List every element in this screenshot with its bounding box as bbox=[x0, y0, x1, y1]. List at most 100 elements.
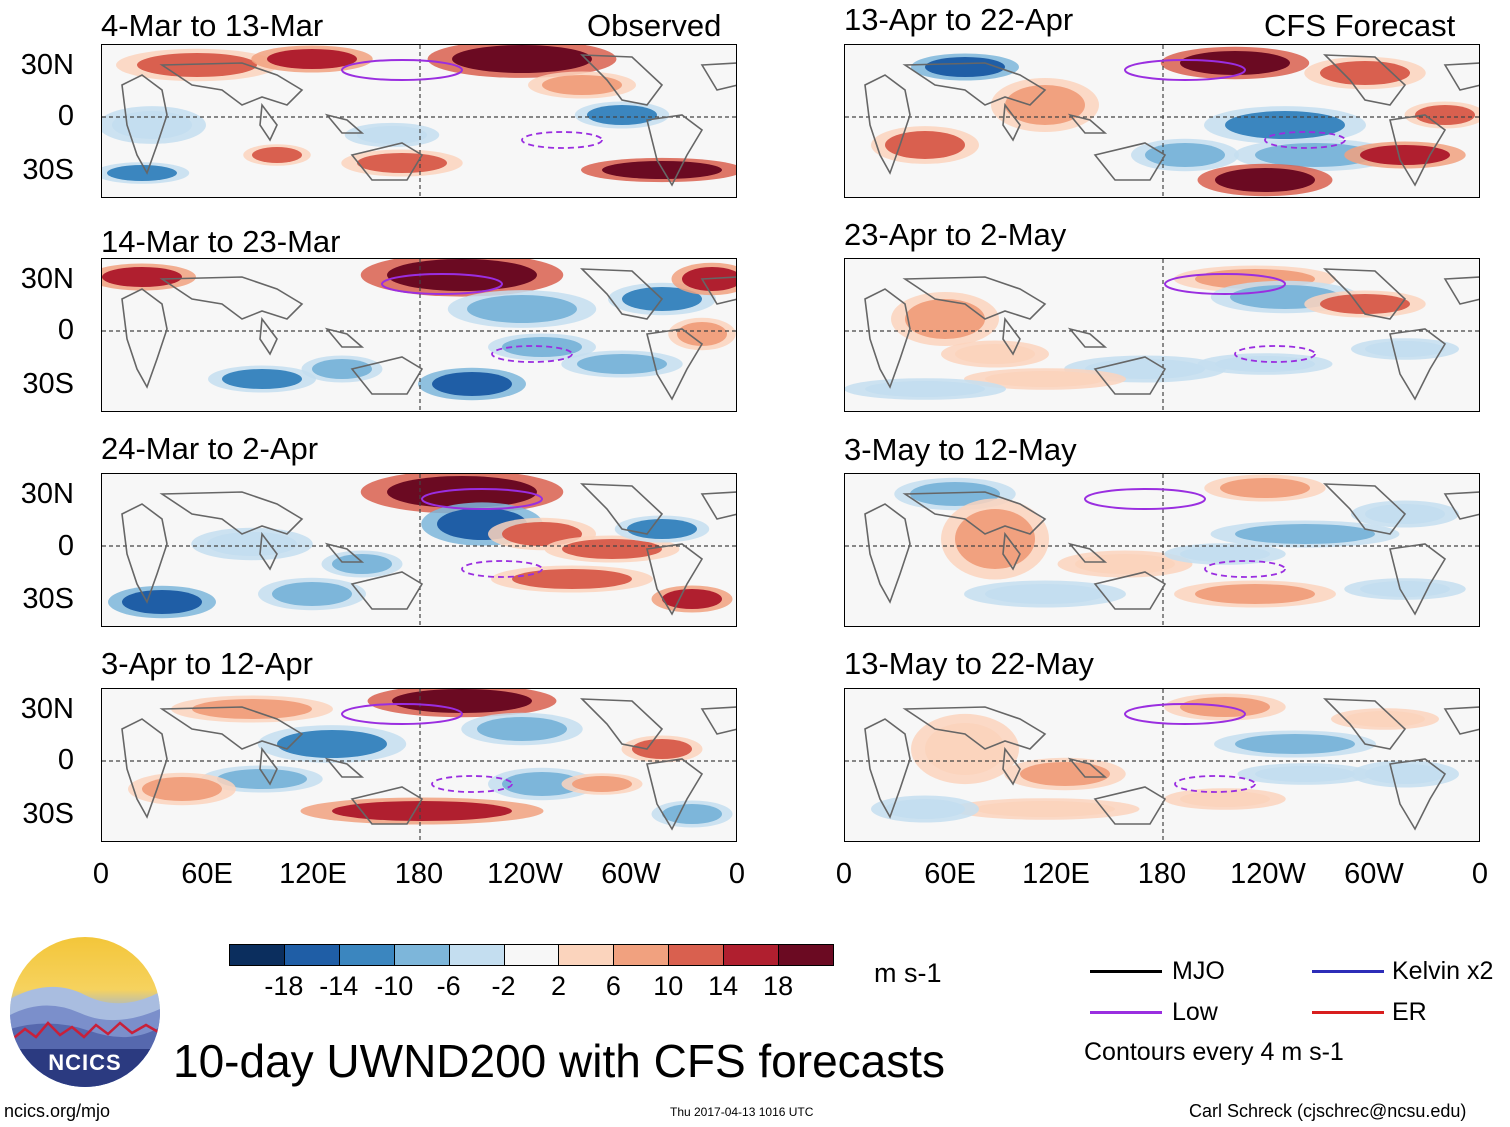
coastline bbox=[1389, 758, 1447, 831]
lon-label: 180 bbox=[394, 858, 444, 890]
anomaly-core bbox=[865, 381, 985, 397]
anomaly-core bbox=[1005, 85, 1085, 125]
panel-title-obs-2: 14-Mar to 23-Mar bbox=[101, 224, 341, 259]
lon-label: 60W bbox=[1344, 858, 1404, 890]
colorbar-tick-label: 14 bbox=[708, 971, 739, 1001]
lon-label: 0 bbox=[1471, 858, 1489, 890]
anomaly-core bbox=[1180, 791, 1270, 807]
lon-label: 120W bbox=[487, 858, 563, 890]
colorbar-tick-label: 10 bbox=[653, 971, 684, 1001]
coastline bbox=[259, 316, 278, 356]
coastline bbox=[864, 74, 911, 175]
anomaly-core bbox=[357, 126, 427, 144]
coastline bbox=[1443, 491, 1479, 520]
anomaly-core bbox=[277, 730, 387, 758]
colorbar-swatch bbox=[778, 944, 834, 966]
lon-label: 120W bbox=[1230, 858, 1306, 890]
coastline bbox=[902, 62, 1047, 106]
anomaly-core bbox=[452, 45, 592, 73]
coastline bbox=[324, 327, 365, 348]
anomaly-core bbox=[432, 372, 512, 396]
legend-swatch-er bbox=[1312, 1011, 1384, 1014]
panel-title-obs-4: 3-Apr to 12-Apr bbox=[101, 646, 313, 681]
anomaly-core bbox=[142, 777, 222, 801]
legend-label-low: Low bbox=[1172, 998, 1218, 1026]
low-contour bbox=[341, 703, 463, 725]
anomaly-core bbox=[975, 801, 1115, 817]
coastline bbox=[259, 531, 278, 571]
coastline bbox=[700, 491, 736, 520]
logo-text: NCICS bbox=[48, 1050, 122, 1075]
lat-label-30s: 30S bbox=[22, 368, 74, 400]
coastline bbox=[121, 288, 168, 389]
map-panel-fc-4 bbox=[844, 688, 1480, 842]
anomaly-core bbox=[1320, 61, 1410, 85]
low-contour-dashed bbox=[461, 560, 543, 578]
colorbar-swatch bbox=[393, 944, 450, 966]
lat-label-30s: 30S bbox=[22, 798, 74, 830]
coastline bbox=[1067, 542, 1108, 563]
anomaly-core bbox=[1360, 145, 1450, 165]
lat-label-eq: 0 bbox=[57, 314, 74, 346]
colorbar bbox=[229, 944, 834, 966]
low-contour bbox=[1124, 703, 1246, 725]
colorbar-swatch bbox=[338, 944, 395, 966]
ncics-logo: NCICS bbox=[10, 937, 160, 1087]
coastline bbox=[324, 757, 365, 778]
coastline bbox=[700, 62, 736, 91]
low-contour bbox=[1084, 488, 1206, 510]
anomaly-core bbox=[662, 804, 722, 824]
anomaly-core bbox=[1020, 762, 1110, 786]
coastline bbox=[1093, 356, 1167, 395]
contour-note: Contours every 4 m s-1 bbox=[1084, 1038, 1344, 1066]
anomaly-core bbox=[1220, 478, 1310, 498]
low-contour bbox=[1124, 59, 1246, 81]
coastline bbox=[902, 706, 1047, 750]
coastline bbox=[646, 114, 704, 187]
footer-timestamp: Thu 2017-04-13 1016 UTC bbox=[670, 1105, 814, 1119]
anomaly-core bbox=[1235, 734, 1355, 754]
anomaly-core bbox=[122, 590, 202, 614]
panel-title-obs-1: 4-Mar to 13-Mar bbox=[101, 8, 324, 43]
anomaly-core bbox=[925, 57, 1005, 77]
anomaly-core bbox=[1415, 105, 1475, 125]
low-contour-dashed bbox=[1204, 560, 1286, 578]
lat-label-30s: 30S bbox=[22, 154, 74, 186]
anomaly-core bbox=[272, 582, 352, 606]
coastline bbox=[1443, 276, 1479, 305]
colorbar-swatch bbox=[229, 944, 285, 966]
lon-label: 0 bbox=[835, 858, 853, 890]
map-panel-obs-1 bbox=[101, 44, 737, 198]
coastline bbox=[1322, 268, 1407, 320]
anomaly-field bbox=[845, 259, 1479, 411]
lat-label-30n: 30N bbox=[20, 263, 74, 295]
coastline bbox=[259, 746, 278, 786]
anomaly-core bbox=[502, 772, 582, 796]
anomaly-core bbox=[572, 776, 632, 792]
coastline bbox=[646, 543, 704, 616]
anomaly-core bbox=[885, 799, 965, 819]
low-contour bbox=[1164, 273, 1286, 295]
anomaly-core bbox=[1180, 51, 1290, 75]
low-contour-dashed bbox=[491, 345, 573, 363]
anomaly-core bbox=[632, 739, 692, 759]
anomaly-field bbox=[102, 45, 736, 197]
colorbar-tick-label: -14 bbox=[319, 971, 359, 1001]
panel-title-fc-3: 3-May to 12-May bbox=[844, 432, 1077, 467]
anomaly-core bbox=[252, 147, 302, 163]
lat-label-30n: 30N bbox=[20, 49, 74, 81]
anomaly-core bbox=[332, 554, 392, 574]
colorbar-swatch bbox=[283, 944, 340, 966]
anomaly-core bbox=[512, 569, 632, 589]
anomaly-core bbox=[905, 299, 985, 339]
coastline bbox=[121, 74, 168, 175]
anomaly-core bbox=[1360, 581, 1450, 597]
anomaly-core bbox=[1215, 356, 1315, 372]
anomaly-core bbox=[577, 354, 667, 374]
coastline bbox=[159, 276, 304, 320]
anomaly-core bbox=[985, 371, 1105, 387]
coastline bbox=[864, 718, 911, 819]
anomaly-core bbox=[1365, 764, 1445, 784]
anomaly-field bbox=[845, 474, 1479, 626]
anomaly-core bbox=[1215, 168, 1315, 192]
